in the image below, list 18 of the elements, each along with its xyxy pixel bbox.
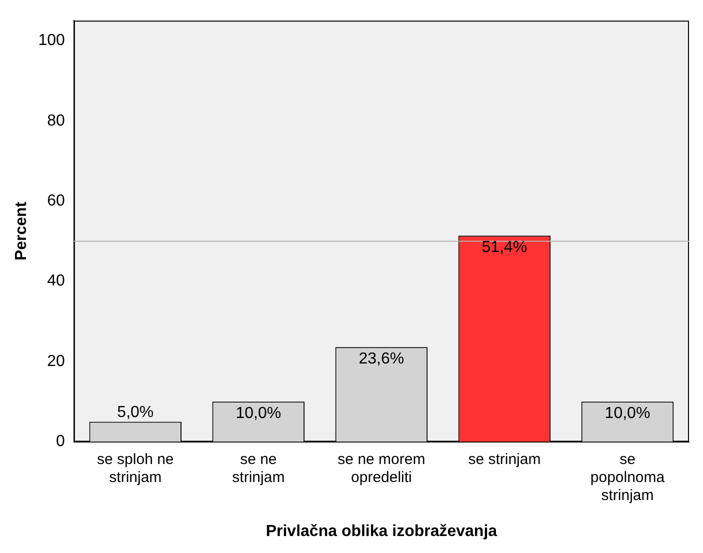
y-axis-title: Percent xyxy=(13,201,30,261)
y-tick-label: 60 xyxy=(47,192,65,210)
y-tick-label: 20 xyxy=(47,352,65,370)
x-tick-label: se ne strinjam xyxy=(232,450,285,486)
y-tick-label: 80 xyxy=(47,112,65,130)
data-label: 10,0% xyxy=(236,405,282,422)
x-tick-label: se ne morem opredeliti xyxy=(338,450,426,486)
x-tick-label: se sploh ne strinjam xyxy=(97,450,174,486)
data-label: 10,0% xyxy=(604,405,650,422)
y-tick-label: 40 xyxy=(47,272,65,290)
x-tick-label: se popolnoma strinjam xyxy=(590,450,666,504)
data-label: 5,0% xyxy=(117,404,154,422)
x-axis-title: Privlačna oblika izobraževanja xyxy=(266,522,498,540)
data-label: 23,6% xyxy=(358,350,404,368)
data-label: 51,4% xyxy=(482,239,528,256)
y-tick-label: 0 xyxy=(56,433,65,450)
y-tick-label: 100 xyxy=(38,32,65,50)
x-tick-label: se strinjam xyxy=(468,450,541,468)
